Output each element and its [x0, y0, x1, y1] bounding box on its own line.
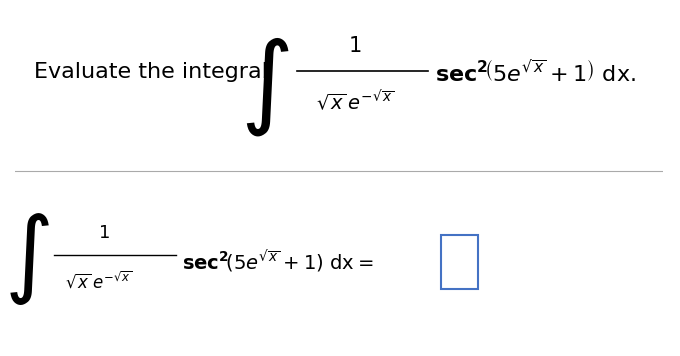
- Text: $\mathbf{sec}^{\mathbf{2}}\!\left(5e^{\sqrt{x}}+1\right)\ \mathrm{dx.}$: $\mathbf{sec}^{\mathbf{2}}\!\left(5e^{\s…: [435, 59, 636, 85]
- Text: $\sqrt{x}\,e^{-\sqrt{x}}$: $\sqrt{x}\,e^{-\sqrt{x}}$: [316, 90, 394, 114]
- Text: $\mathbf{sec}^{\mathbf{2}}\!\left(5e^{\sqrt{x}}+1\right)\ \mathrm{dx} =$: $\mathbf{sec}^{\mathbf{2}}\!\left(5e^{\s…: [182, 248, 373, 274]
- Text: $\int$: $\int$: [3, 211, 50, 307]
- Text: $\sqrt{x}\,e^{-\sqrt{x}}$: $\sqrt{x}\,e^{-\sqrt{x}}$: [65, 272, 133, 293]
- Text: $\int$: $\int$: [240, 35, 289, 138]
- Text: 1: 1: [99, 224, 110, 242]
- Text: 1: 1: [349, 36, 362, 56]
- Text: Evaluate the integral: Evaluate the integral: [34, 62, 268, 82]
- FancyBboxPatch shape: [441, 235, 479, 289]
